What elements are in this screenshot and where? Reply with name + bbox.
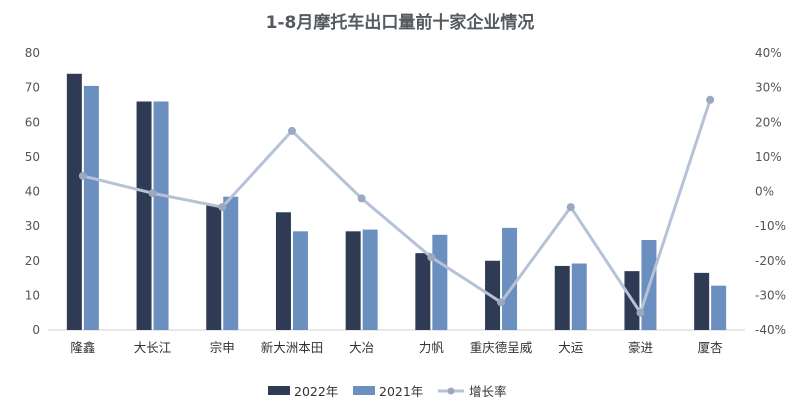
x-category-label: 豪进 [628, 340, 654, 355]
y-right-tick-label: 20% [755, 115, 782, 129]
x-category-label: 重庆德呈威 [470, 340, 533, 355]
y-left-tick-label: 70 [25, 81, 40, 95]
y-right-tick-label: 30% [755, 81, 782, 95]
y-right-tick-label: 0% [755, 185, 774, 199]
bar-series-2 [362, 229, 378, 330]
x-category-label: 力帆 [419, 340, 445, 355]
bar-series-2 [223, 196, 239, 330]
growth-point [78, 171, 87, 180]
growth-point [636, 308, 645, 317]
growth-point [497, 298, 506, 307]
y-left-tick-label: 20 [25, 254, 40, 268]
x-category-label: 大运 [558, 340, 584, 355]
x-category-label: 宗申 [210, 340, 235, 355]
legend-label: 2022年 [294, 384, 338, 399]
bar-series-2 [502, 227, 518, 330]
x-category-label: 大冶 [349, 340, 374, 355]
bar-series-1 [345, 231, 361, 330]
growth-line [82, 99, 712, 315]
bar-series-1 [415, 253, 431, 330]
growth-point [148, 189, 157, 198]
y-left-tick-label: 80 [25, 46, 40, 60]
bar-series-1 [206, 205, 222, 330]
y-left-tick-label: 0 [32, 323, 40, 337]
bar-series-2 [432, 234, 448, 330]
y-right-tick-label: -10% [755, 219, 786, 233]
bar-series-1 [66, 73, 82, 331]
y-right-tick-label: -30% [755, 288, 786, 302]
chart-title: 1-8月摩托车出口量前十家企业情况 [265, 13, 535, 33]
x-category-label: 厦杏 [698, 340, 724, 355]
legend-label: 2021年 [379, 384, 423, 399]
legend-label: 增长率 [469, 384, 507, 399]
legend-swatch [353, 386, 375, 395]
x-category-label: 新大洲本田 [261, 340, 324, 355]
growth-point [218, 203, 227, 212]
y-left-tick-label: 60 [25, 115, 40, 129]
bar-series-2 [83, 85, 99, 330]
y-right-tick-label: -20% [755, 254, 786, 268]
y-left-tick-label: 30 [25, 219, 40, 233]
y-right-tick-label: 10% [755, 150, 782, 164]
growth-point [427, 253, 436, 262]
y-left-tick-label: 40 [25, 185, 40, 199]
growth-point [566, 203, 575, 212]
y-right-tick-label: -40% [755, 323, 786, 337]
legend-marker [447, 387, 455, 395]
y-right-tick-label: 40% [755, 46, 782, 60]
bar-series-1 [275, 212, 291, 330]
bar-series-2 [153, 101, 169, 330]
bar-series-2 [711, 285, 727, 330]
growth-point [706, 95, 715, 104]
growth-point [357, 194, 366, 203]
bar-series-2 [292, 231, 308, 330]
bar-series-2 [571, 263, 587, 330]
legend-swatch [268, 386, 290, 395]
bar-series-1 [554, 265, 570, 330]
bar-series-1 [694, 272, 710, 330]
bar-series-1 [136, 101, 152, 330]
x-category-label: 大长江 [134, 340, 172, 355]
y-left-tick-label: 10 [25, 288, 40, 302]
x-category-label: 隆鑫 [70, 340, 95, 355]
y-left-tick-label: 50 [25, 150, 40, 164]
growth-point [287, 126, 296, 135]
